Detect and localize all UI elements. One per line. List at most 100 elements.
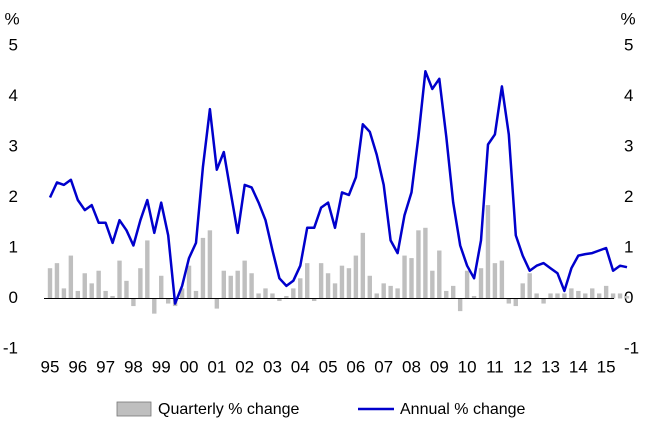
y2-tick-label: -1: [624, 338, 639, 357]
bar: [249, 273, 254, 299]
x-tick-label: 05: [319, 357, 338, 376]
bar: [464, 270, 470, 299]
y-tick-label: 2: [9, 187, 18, 206]
y2-tick-label: 4: [624, 86, 633, 105]
x-tick-label: 06: [346, 357, 365, 376]
bar: [138, 268, 143, 299]
bar: [318, 263, 324, 299]
bar: [221, 270, 226, 299]
y-tick-label: 5: [9, 35, 18, 54]
bar: [305, 263, 310, 299]
bar: [402, 255, 407, 299]
bar: [339, 265, 345, 299]
bar: [346, 268, 352, 299]
legend-label: Quarterly % change: [158, 401, 300, 418]
bar: [590, 288, 595, 299]
x-tick-label: 03: [263, 357, 282, 376]
bar: [103, 290, 108, 299]
bar: [555, 293, 560, 299]
bar: [277, 298, 282, 302]
bar: [152, 298, 157, 314]
bar: [89, 283, 94, 299]
bar: [430, 270, 435, 299]
bar: [179, 288, 185, 299]
bar: [562, 293, 567, 299]
bar: [159, 275, 164, 299]
y-unit-left: %: [4, 9, 19, 28]
bar: [388, 285, 393, 299]
bar: [437, 250, 442, 299]
x-tick-label: 99: [152, 357, 171, 376]
bar: [534, 293, 539, 299]
bar: [200, 237, 206, 299]
x-tick-label: 11: [486, 357, 504, 376]
y-tick-label: 1: [9, 237, 18, 256]
bar: [284, 295, 289, 299]
bar: [457, 298, 463, 312]
bar: [311, 298, 317, 302]
y-tick-label: 0: [9, 288, 18, 307]
bar: [451, 285, 456, 299]
x-tick-label: 09: [430, 357, 449, 376]
bar: [131, 298, 136, 307]
bar: [96, 270, 101, 299]
bar: [513, 298, 518, 307]
bar: [298, 278, 303, 299]
bar: [409, 258, 414, 299]
y2-tick-label: 5: [624, 35, 633, 54]
bar: [242, 260, 247, 299]
bar: [381, 283, 386, 299]
bar: [471, 295, 477, 299]
bar: [256, 293, 261, 299]
y-tick-label: 3: [9, 136, 18, 155]
bar: [617, 293, 623, 299]
bar: [492, 263, 498, 299]
y-tick-label: 4: [9, 86, 18, 105]
bar: [124, 280, 129, 299]
bar: [416, 230, 421, 299]
x-tick-label: 02: [235, 357, 254, 376]
bar: [485, 205, 491, 299]
bar: [325, 273, 331, 299]
bar: [374, 293, 379, 299]
bar: [270, 293, 275, 299]
bar: [353, 255, 359, 299]
bar: [291, 288, 296, 299]
x-tick-label: 13: [541, 357, 560, 376]
bar: [624, 295, 630, 299]
line: [48, 70, 628, 305]
y-tick-label: -1: [3, 338, 18, 357]
bar: [61, 288, 67, 299]
bar: [263, 288, 268, 299]
x-tick-label: 12: [513, 357, 532, 376]
x-tick-label: 10: [458, 357, 477, 376]
y-unit-right: %: [620, 9, 635, 28]
x-tick-label: 01: [207, 357, 226, 376]
x-tick-label: 98: [124, 357, 143, 376]
bar: [541, 298, 546, 304]
bar: [214, 298, 220, 309]
bar: [596, 293, 602, 299]
bar: [193, 290, 199, 299]
legend-label: Annual % change: [400, 401, 526, 418]
bar: [186, 265, 192, 299]
bar: [576, 290, 581, 299]
bar: [610, 293, 616, 299]
bar: [145, 240, 150, 299]
bar: [207, 230, 213, 299]
bar: [360, 232, 366, 299]
x-tick-label: 14: [569, 357, 588, 376]
bar: [68, 255, 74, 299]
bar: [235, 270, 240, 299]
bar: [165, 298, 171, 304]
bar: [110, 295, 115, 299]
bar: [395, 288, 400, 299]
bar: [548, 293, 553, 299]
x-tick-label: 08: [402, 357, 421, 376]
y2-tick-label: 1: [624, 237, 633, 256]
bar: [82, 273, 87, 299]
bar: [478, 268, 484, 299]
bar: [367, 275, 372, 299]
bar: [444, 290, 449, 299]
